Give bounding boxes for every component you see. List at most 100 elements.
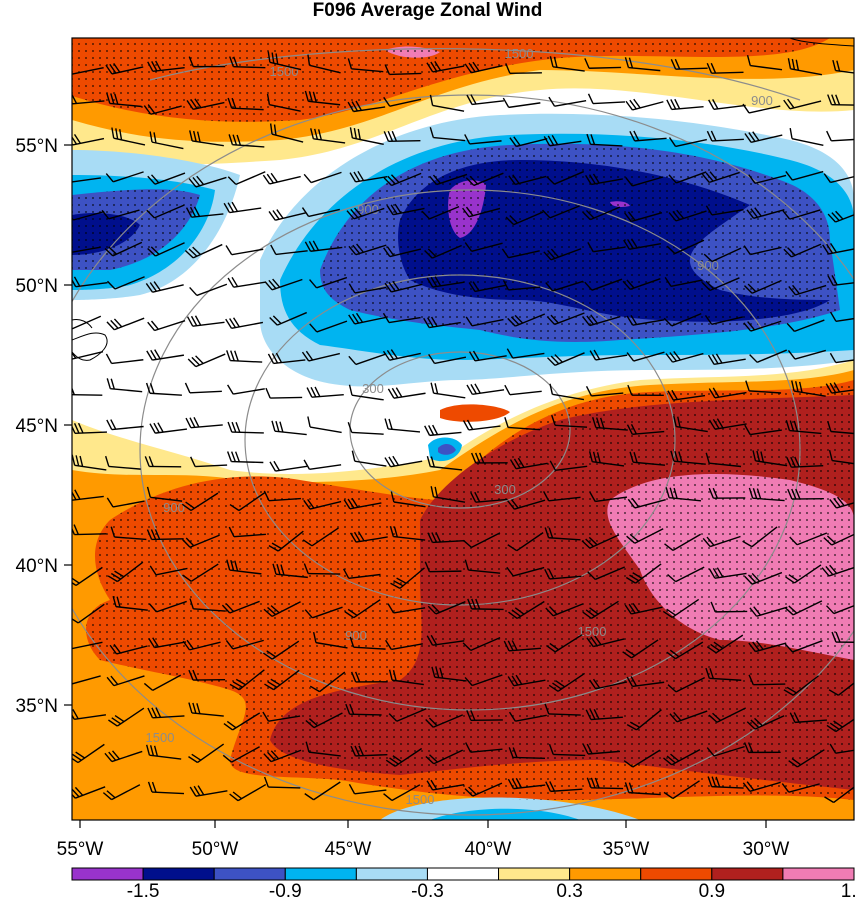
wind-barb	[705, 452, 742, 468]
wind-barb	[72, 315, 102, 330]
wind-barb	[744, 571, 783, 585]
wind-barb	[710, 601, 748, 613]
wind-barb	[309, 276, 348, 289]
wind-barb	[182, 639, 221, 651]
wind-barb	[186, 315, 225, 327]
wind-barb	[266, 93, 301, 112]
shade-0.9-1.2-blob	[440, 404, 510, 422]
wind-barb	[548, 96, 587, 107]
wind-barb	[425, 749, 464, 765]
wind-barb	[431, 666, 467, 682]
wind-barb	[72, 133, 105, 146]
colorbar-swatch	[355, 867, 428, 881]
wind-barb	[350, 745, 388, 757]
wind-barb	[785, 420, 822, 435]
wind-barb	[269, 123, 304, 143]
wind-barb	[749, 606, 788, 617]
wind-barb	[786, 456, 824, 468]
wind-barb	[182, 563, 219, 582]
wind-barb	[148, 600, 187, 613]
wind-barb	[72, 177, 101, 184]
wind-barb	[143, 104, 182, 115]
wind-barb	[72, 786, 106, 799]
wind-barb	[507, 532, 544, 552]
colorbar-label: -1.5	[127, 881, 160, 900]
contour-label: 1500	[578, 624, 607, 639]
wind-barb	[106, 419, 144, 431]
wind-barb	[545, 603, 584, 617]
wind-barb	[508, 174, 547, 186]
wind-barb	[626, 709, 662, 731]
wind-barb	[669, 710, 708, 723]
wind-barb	[302, 527, 339, 547]
stippling	[72, 38, 854, 800]
wind-barb	[782, 209, 821, 220]
wind-barb	[267, 51, 302, 71]
wind-barbs	[72, 51, 854, 804]
wind-barb	[504, 417, 541, 431]
wind-barb	[663, 748, 701, 766]
wind-barb	[546, 312, 585, 326]
colorbar-label: -0.3	[411, 881, 444, 900]
wind-barb	[72, 246, 101, 254]
wind-barb	[111, 127, 146, 146]
wind-barb	[424, 244, 462, 259]
wind-barb	[629, 451, 666, 466]
wind-barb	[188, 702, 224, 717]
wind-barb	[385, 747, 423, 767]
wind-barb	[101, 209, 140, 220]
wind-barb	[269, 460, 308, 472]
wind-barb	[108, 707, 145, 727]
contour-label: 900	[357, 202, 379, 217]
colorbar-label: 0.3	[556, 881, 582, 900]
wind-barb	[701, 171, 740, 184]
wind-barb	[225, 639, 264, 650]
wind-barb	[383, 784, 421, 802]
lon-tick-label: 30°W	[743, 839, 790, 860]
wind-barb	[146, 529, 184, 541]
contour-label: 900	[697, 258, 719, 273]
wind-barb	[223, 712, 261, 731]
wind-barb	[149, 422, 188, 434]
lat-tick-label: 40°N	[16, 556, 58, 577]
wind-barb	[624, 782, 661, 796]
wind-barb	[72, 603, 105, 624]
wind-barb	[264, 669, 300, 691]
wind-barb	[508, 600, 545, 620]
wind-barb	[668, 209, 707, 222]
wind-barb	[708, 418, 747, 430]
wind-barb	[188, 743, 225, 764]
wind-barb	[386, 203, 425, 216]
wind-barb	[748, 174, 787, 185]
wind-barb	[307, 416, 342, 434]
wind-barb	[145, 281, 184, 293]
wind-barb	[185, 206, 224, 218]
wind-barb	[585, 173, 623, 186]
wind-barb	[145, 744, 182, 760]
wind-barb	[707, 353, 746, 366]
wind-barb	[505, 211, 544, 226]
wind-barb	[706, 634, 744, 654]
wind-barb	[543, 248, 582, 261]
wind-barb	[507, 674, 546, 687]
wind-barb	[189, 598, 226, 612]
wind-barb	[587, 566, 626, 581]
wind-barb	[549, 383, 585, 401]
wind-barb	[705, 205, 744, 216]
wind-barb	[788, 284, 827, 296]
wind-barb	[106, 317, 145, 331]
wind-barb	[265, 387, 303, 399]
wind-barb	[106, 378, 143, 393]
wind-barb	[106, 92, 142, 108]
wind-barb	[146, 486, 183, 502]
wind-barb	[347, 421, 384, 435]
wind-barb	[503, 640, 542, 652]
wind-barb	[268, 209, 307, 221]
wind-barb	[501, 248, 540, 259]
wind-barb	[147, 60, 185, 73]
wind-barb	[345, 703, 382, 716]
wind-barb	[626, 351, 665, 362]
wind-barb	[708, 99, 746, 110]
wind-barb	[72, 64, 104, 75]
wind-barb	[587, 242, 626, 253]
